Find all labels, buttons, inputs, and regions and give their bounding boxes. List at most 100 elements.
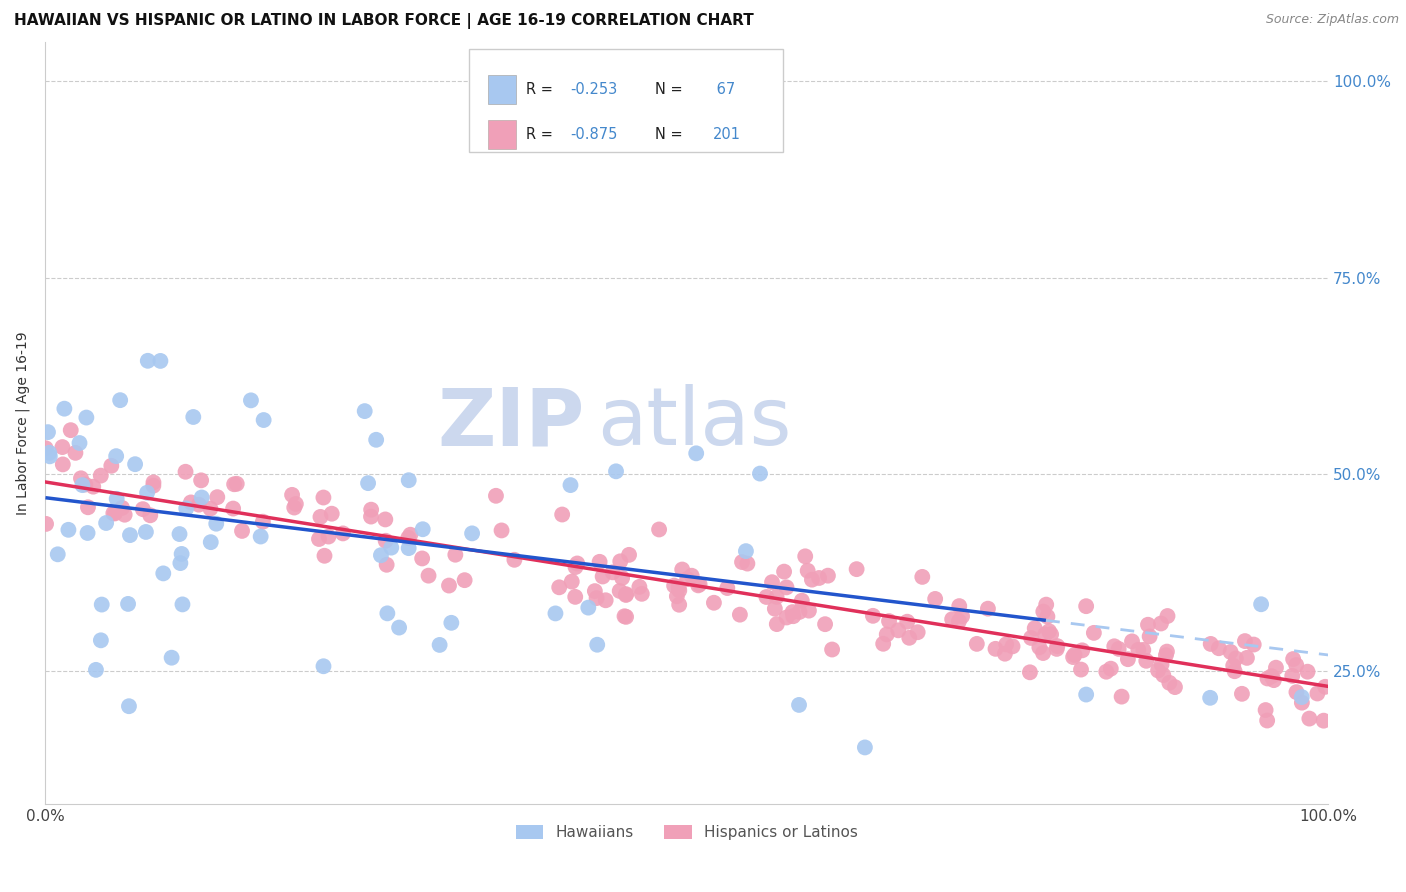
Y-axis label: In Labor Force | Age 16-19: In Labor Force | Age 16-19 — [15, 331, 30, 515]
Point — [111, 500, 134, 515]
Point — [797, 604, 820, 618]
Point — [252, 515, 274, 529]
Point — [84, 663, 107, 677]
Point — [630, 587, 652, 601]
Point — [877, 614, 900, 628]
Point — [1254, 703, 1277, 717]
Point — [862, 608, 884, 623]
Point — [174, 465, 197, 479]
Point — [309, 509, 332, 524]
Point — [735, 544, 758, 558]
Point — [662, 579, 685, 593]
Point — [1046, 639, 1069, 653]
Point — [782, 605, 804, 619]
Point — [398, 541, 420, 555]
Point — [1032, 646, 1054, 660]
Point — [374, 533, 396, 548]
Point — [1040, 627, 1063, 641]
Point — [1256, 714, 1278, 728]
Point — [69, 436, 91, 450]
Point — [281, 488, 304, 502]
Point — [845, 562, 868, 576]
Point — [911, 570, 934, 584]
Point — [1121, 634, 1143, 648]
Point — [1159, 675, 1181, 690]
Point — [567, 557, 589, 571]
Point — [1315, 680, 1337, 694]
Point — [1028, 640, 1050, 655]
Point — [1150, 657, 1173, 672]
Point — [676, 572, 699, 586]
Point — [375, 558, 398, 572]
Point — [1038, 624, 1060, 639]
Point — [160, 650, 183, 665]
Point — [104, 507, 127, 521]
Point — [200, 501, 222, 516]
Point — [503, 553, 526, 567]
Point — [169, 527, 191, 541]
Point — [1223, 664, 1246, 678]
Point — [142, 478, 165, 492]
Point — [207, 490, 229, 504]
Point — [1071, 643, 1094, 657]
Point — [731, 555, 754, 569]
Point — [190, 491, 212, 505]
Point — [787, 698, 810, 712]
Point — [1281, 669, 1303, 683]
Point — [136, 353, 159, 368]
Point — [374, 512, 396, 526]
Point — [614, 587, 637, 601]
Point — [1285, 657, 1308, 672]
Point — [896, 615, 918, 629]
Point — [51, 440, 73, 454]
Point — [794, 549, 817, 564]
Point — [440, 615, 463, 630]
Point — [1136, 617, 1159, 632]
Point — [648, 523, 671, 537]
Point — [332, 526, 354, 541]
Point — [994, 647, 1017, 661]
Point — [249, 529, 271, 543]
Text: HAWAIIAN VS HISPANIC OR LATINO IN LABOR FORCE | AGE 16-19 CORRELATION CHART: HAWAIIAN VS HISPANIC OR LATINO IN LABOR … — [14, 13, 754, 29]
Point — [174, 501, 197, 516]
Point — [312, 659, 335, 673]
Point — [1154, 648, 1177, 663]
Point — [118, 699, 141, 714]
Point — [681, 568, 703, 582]
Point — [1225, 651, 1247, 665]
Point — [35, 442, 58, 456]
Point — [35, 516, 58, 531]
Point — [966, 637, 988, 651]
Point — [1024, 621, 1046, 635]
Point — [876, 627, 898, 641]
Point — [1111, 690, 1133, 704]
Point — [1291, 690, 1313, 704]
Point — [90, 633, 112, 648]
Point — [576, 600, 599, 615]
Point — [716, 581, 738, 595]
Point — [187, 498, 209, 512]
Point — [808, 571, 831, 585]
Point — [984, 641, 1007, 656]
Point — [592, 569, 614, 583]
Point — [761, 575, 783, 590]
Text: Source: ZipAtlas.com: Source: ZipAtlas.com — [1265, 13, 1399, 27]
Point — [685, 446, 707, 460]
Point — [1150, 616, 1173, 631]
Point — [668, 598, 690, 612]
Point — [1108, 641, 1130, 656]
Point — [58, 523, 80, 537]
Point — [1296, 665, 1319, 679]
Point — [117, 597, 139, 611]
Point — [353, 404, 375, 418]
Point — [614, 610, 637, 624]
Point — [169, 556, 191, 570]
Point — [1001, 640, 1024, 654]
Point — [790, 593, 813, 607]
Point — [1036, 609, 1059, 624]
Text: -0.253: -0.253 — [569, 82, 617, 97]
Point — [1116, 652, 1139, 666]
Point — [765, 590, 787, 604]
Point — [561, 574, 583, 589]
Point — [136, 485, 159, 500]
